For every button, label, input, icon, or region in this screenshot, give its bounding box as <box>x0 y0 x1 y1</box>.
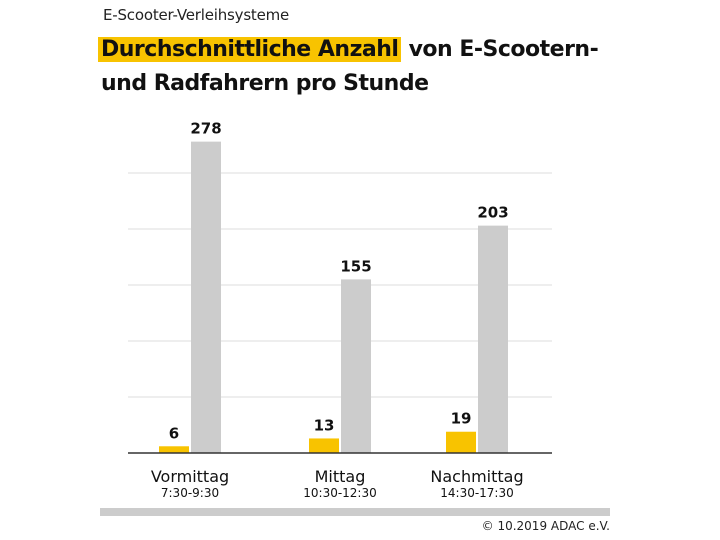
chart-supertitle: E-Scooter-Verleihsysteme <box>103 6 290 24</box>
category-label: Vormittag <box>151 467 229 486</box>
bike-bar-nachmittag <box>478 225 508 453</box>
scooter-value-label: 6 <box>169 424 179 442</box>
bike-value-label: 203 <box>477 204 508 222</box>
scooter-value-label: 19 <box>451 410 472 428</box>
bars <box>159 141 508 453</box>
scooter-bar-vormittag <box>159 446 189 453</box>
category-label: Nachmittag <box>430 467 523 486</box>
chart-title: Durchschnittliche Anzahl von E-Scootern-… <box>98 33 621 101</box>
title-rest: von E-Scootern-und Radfahrern pro Stunde <box>101 37 599 96</box>
scooter-bar-nachmittag <box>446 431 476 453</box>
category-time-label: 14:30-17:30 <box>440 486 514 500</box>
bike-value-label: 155 <box>340 257 371 275</box>
copyright: © 10.2019 ADAC e.V. <box>481 519 610 533</box>
category-label: Mittag <box>315 467 366 486</box>
bike-value-label: 278 <box>190 120 221 138</box>
value-labels: 6 278 13 155 19 203 <box>169 120 509 443</box>
bike-bar-mittag <box>341 279 371 453</box>
scooter-bar-mittag <box>309 438 339 453</box>
scooter-value-label: 13 <box>314 416 335 434</box>
category-time-label: 7:30-9:30 <box>161 486 219 500</box>
category-time-label: 10:30-12:30 <box>303 486 377 500</box>
title-highlight: Durchschnittliche Anzahl <box>98 37 402 62</box>
footer-bar <box>100 508 610 516</box>
bike-bar-vormittag <box>191 141 221 453</box>
